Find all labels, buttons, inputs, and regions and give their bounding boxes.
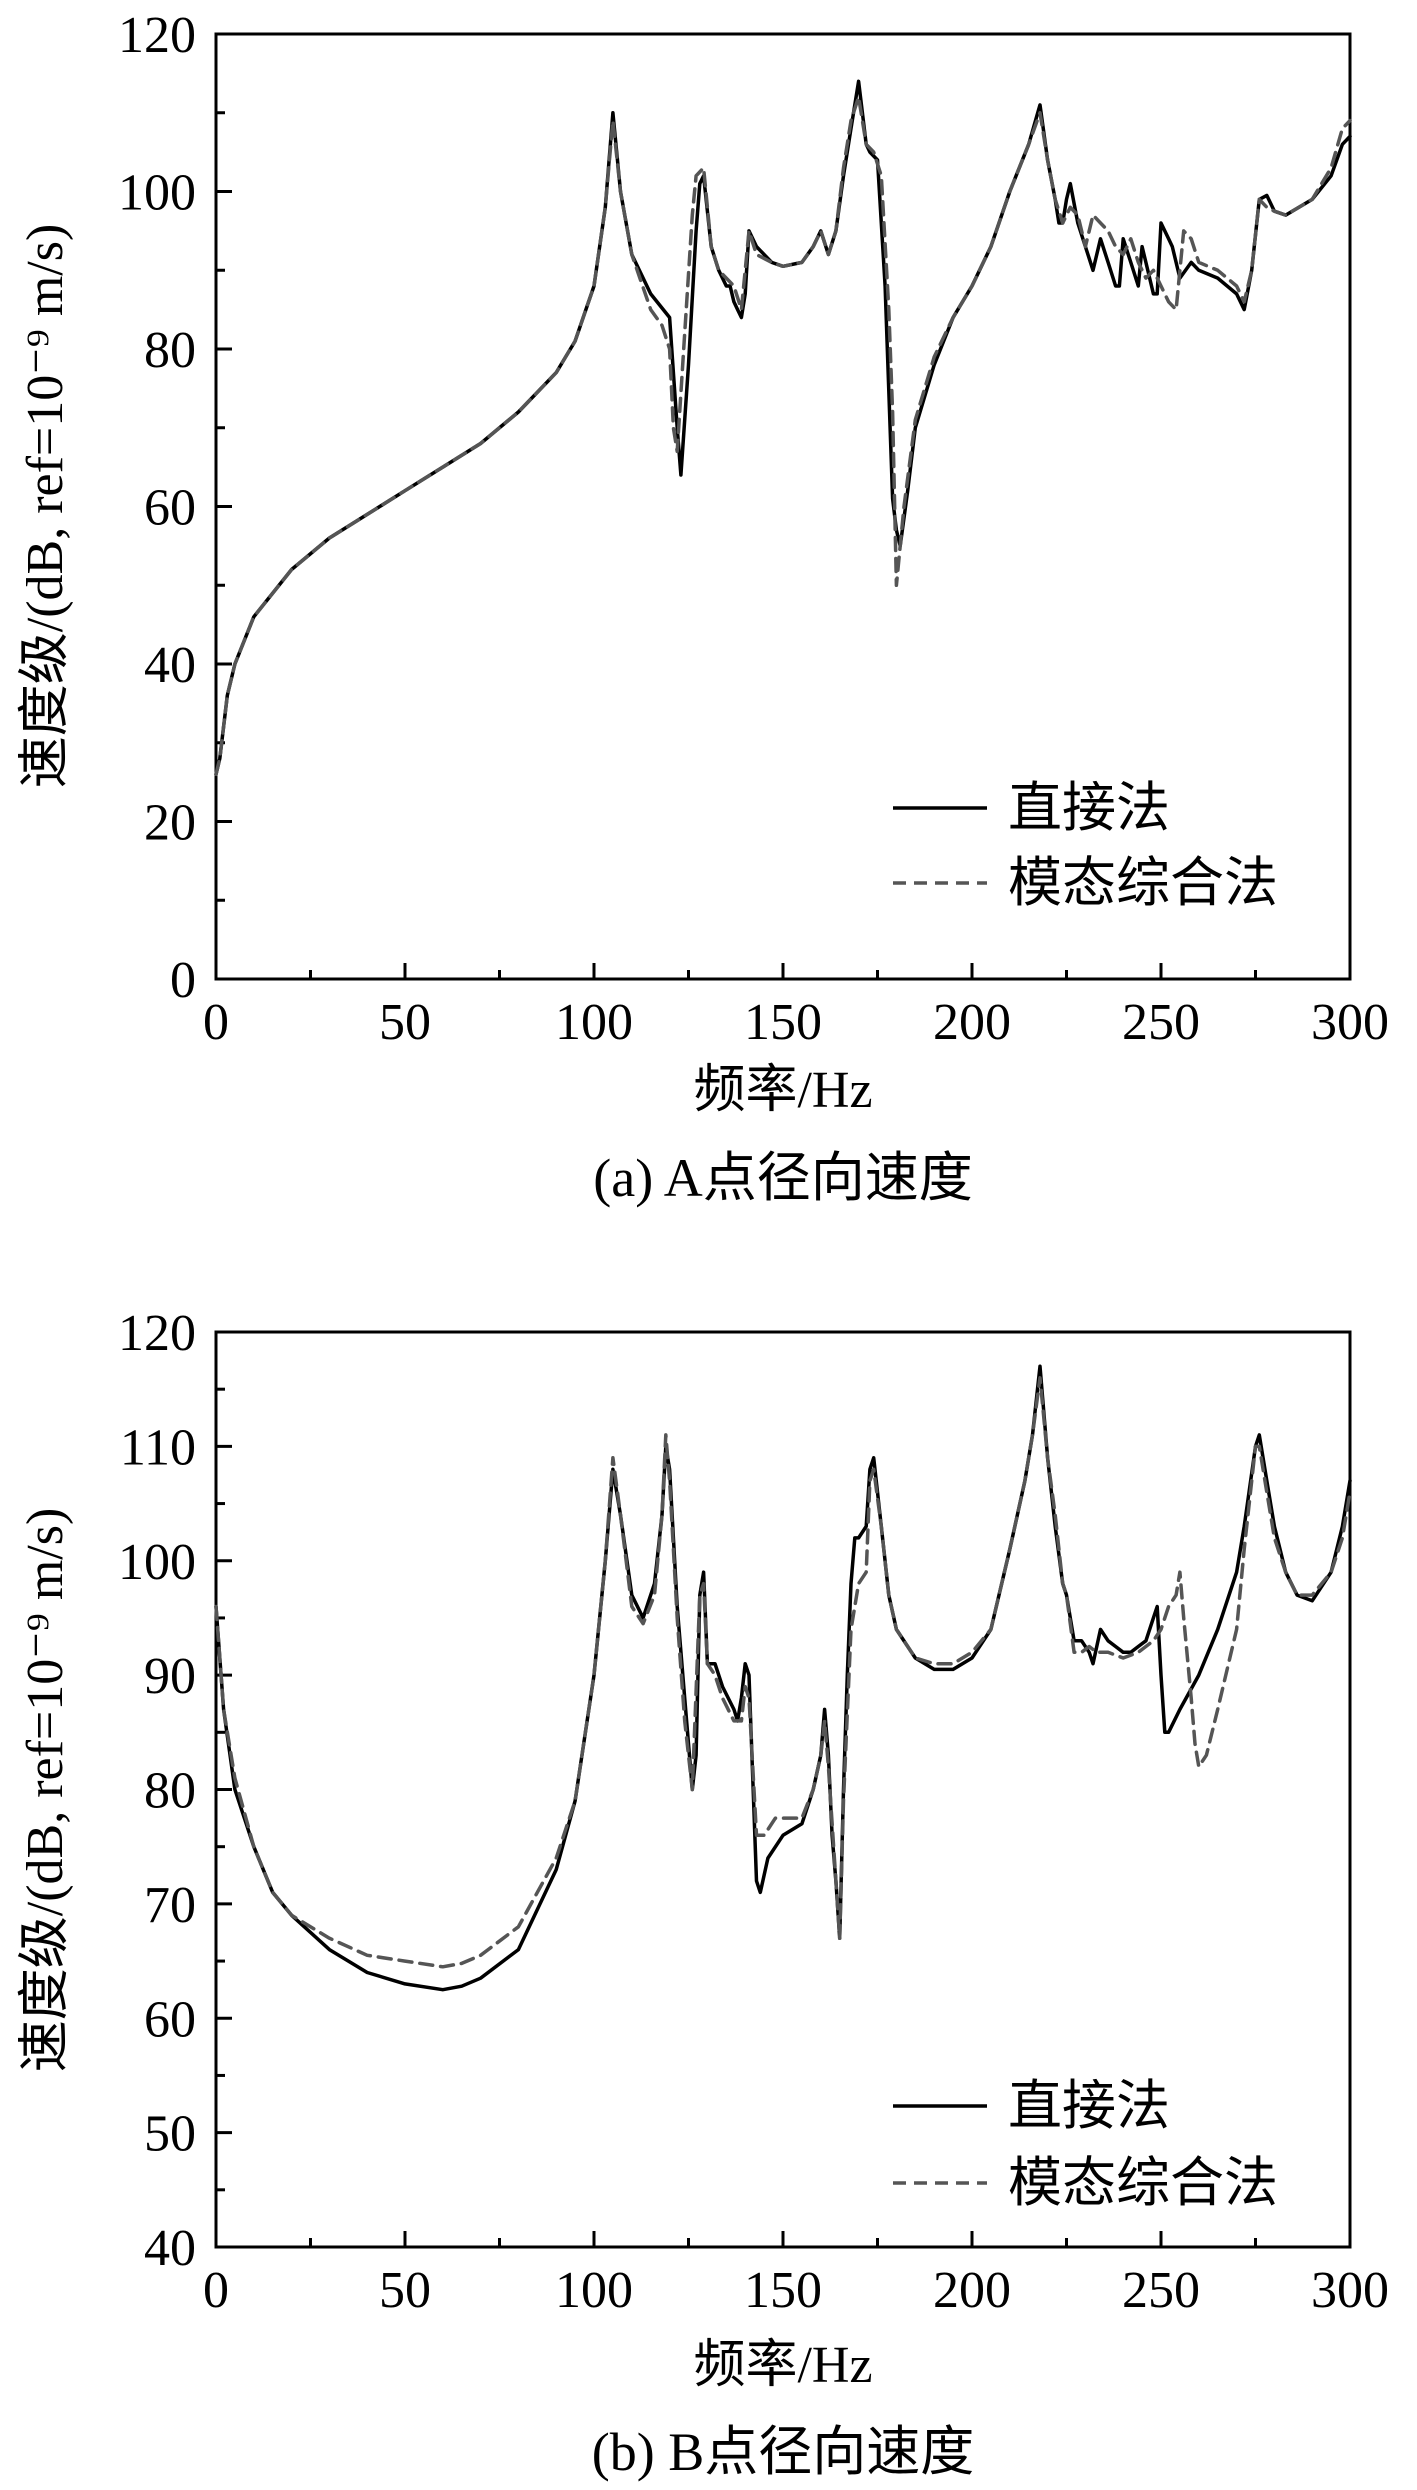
- legend-a: 直接法 模态综合法: [893, 778, 1278, 913]
- y-tick-label-b: 120: [118, 1305, 196, 1362]
- y-tick-label-a: 120: [118, 7, 196, 64]
- axis-ticks-a: 0 50 100 150 200 250 300 0 20 40 60 80 100 120: [118, 7, 1389, 1051]
- y-axis-label-a: 速度级/(dB, ref=10⁻⁹ m/s): [17, 224, 74, 789]
- y-tick-label-b: 40: [144, 2220, 196, 2277]
- y-tick-label-b: 80: [144, 1763, 196, 1820]
- y-tick-label-b: 100: [118, 1534, 196, 1591]
- x-tick-label-a: 300: [1311, 994, 1389, 1051]
- y-tick-label-b: 60: [144, 1991, 196, 2048]
- series-lines-a: [214, 79, 1352, 777]
- caption-a: (a) A点径向速度: [593, 1148, 972, 1208]
- series-modal-line-b: [214, 1376, 1352, 1969]
- x-tick-label-b: 100: [555, 2262, 633, 2319]
- x-tick-label-b: 50: [379, 2262, 431, 2319]
- plot-frame-b: [214, 1330, 1352, 2249]
- x-axis-label-a: 频率/Hz: [693, 1062, 872, 1119]
- x-tick-label-b: 0: [203, 2262, 229, 2319]
- legend-label-modal-a: 模态综合法: [1008, 853, 1278, 913]
- y-axis-label-b: 速度级/(dB, ref=10⁻⁹ m/s): [17, 1508, 74, 2073]
- x-tick-label-a: 150: [744, 994, 822, 1051]
- x-tick-label-a: 200: [933, 994, 1011, 1051]
- series-direct-line-b: [214, 1364, 1352, 1992]
- y-tick-label-b: 50: [144, 2106, 196, 2163]
- y-tick-label-a: 20: [144, 795, 196, 852]
- legend-label-direct-a: 直接法: [1008, 778, 1170, 838]
- x-tick-label-a: 50: [379, 994, 431, 1051]
- x-tick-label-b: 250: [1122, 2262, 1200, 2319]
- legend-label-modal-b: 模态综合法: [1008, 2153, 1278, 2213]
- legend-b: 直接法 模态综合法: [893, 2076, 1278, 2213]
- legend-label-direct-b: 直接法: [1008, 2076, 1170, 2136]
- x-tick-label-a: 0: [203, 994, 229, 1051]
- y-tick-label-a: 0: [170, 952, 196, 1009]
- x-tick-label-b: 150: [744, 2262, 822, 2319]
- x-tick-label-a: 250: [1122, 994, 1200, 1051]
- series-lines-b: [214, 1364, 1352, 1992]
- y-tick-label-b: 110: [120, 1419, 196, 1476]
- y-tick-label-a: 100: [118, 165, 196, 222]
- axis-ticks-b: 0 50 100 150 200 250 300 40 50 60 70 80 90 100 110 120: [118, 1305, 1389, 2319]
- chart-b: 0 50 100 150 200 250 300405060708090100110120 …: [17, 1305, 1389, 2482]
- plot-frame-a: [214, 32, 1352, 981]
- x-tick-label-a: 100: [555, 994, 633, 1051]
- y-tick-label-a: 60: [144, 480, 196, 537]
- series-modal-line-a: [214, 95, 1352, 777]
- y-tick-label-b: 90: [144, 1648, 196, 1705]
- y-tick-label-b: 70: [144, 1877, 196, 1934]
- caption-b: (b) B点径向速度: [592, 2422, 974, 2482]
- x-axis-label-b: 频率/Hz: [693, 2337, 872, 2394]
- y-tick-label-a: 80: [144, 322, 196, 379]
- x-tick-label-b: 200: [933, 2262, 1011, 2319]
- x-tick-label-b: 300: [1311, 2262, 1389, 2319]
- y-tick-label-a: 40: [144, 637, 196, 694]
- series-direct-line-a: [214, 79, 1352, 777]
